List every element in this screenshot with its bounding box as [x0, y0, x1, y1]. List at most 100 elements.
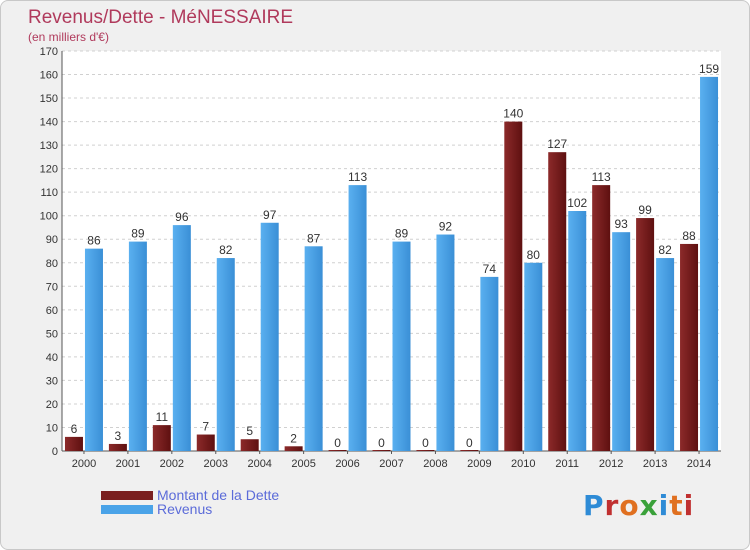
revenue-bar — [128, 241, 147, 451]
revenue-bar — [304, 246, 323, 451]
y-tick-label: 30 — [46, 375, 58, 387]
debt-bar — [592, 185, 611, 451]
debt-bar — [108, 443, 127, 451]
debt-bar — [416, 450, 435, 451]
y-tick-label: 120 — [40, 164, 58, 176]
revenue-value-label: 93 — [614, 217, 628, 231]
revenue-value-label: 87 — [307, 231, 321, 245]
revenue-bar — [656, 258, 675, 451]
y-tick-label: 70 — [46, 281, 58, 293]
debt-bar — [240, 439, 259, 451]
x-tick-label: 2011 — [555, 458, 579, 470]
revenue-value-label: 80 — [527, 248, 541, 262]
legend-label: Montant de la Dette — [157, 487, 279, 503]
revenue-bar — [172, 225, 191, 451]
x-tick-label: 2012 — [599, 458, 623, 470]
revenue-bar — [392, 241, 411, 451]
y-tick-label: 150 — [40, 93, 58, 105]
revenue-value-label: 86 — [87, 234, 101, 248]
y-tick-label: 170 — [40, 46, 58, 58]
y-tick-label: 130 — [40, 140, 58, 152]
revenue-bar — [260, 222, 279, 451]
debt-value-label: 3 — [115, 429, 122, 443]
revenue-value-label: 89 — [395, 227, 409, 241]
debt-value-label: 113 — [592, 170, 611, 184]
revenue-bar — [216, 258, 235, 451]
debt-value-label: 0 — [378, 436, 385, 450]
debt-value-label: 7 — [202, 420, 209, 434]
debt-value-label: 5 — [246, 424, 253, 438]
y-tick-label: 90 — [46, 234, 58, 246]
revenue-value-label: 96 — [175, 210, 189, 224]
revenue-bar — [436, 234, 455, 451]
legend-label: Revenus — [157, 501, 212, 517]
chart-subtitle: (en milliers d'€) — [28, 30, 109, 44]
debt-bar — [548, 152, 567, 452]
x-tick-label: 2005 — [291, 458, 315, 470]
y-tick-label: 110 — [40, 187, 58, 199]
debt-bar — [460, 450, 479, 451]
revenue-bar — [524, 262, 543, 451]
debt-bar — [64, 436, 83, 451]
y-tick-label: 50 — [46, 328, 58, 340]
x-tick-label: 2002 — [160, 458, 184, 470]
debt-value-label: 127 — [547, 137, 567, 151]
revenue-value-label: 97 — [263, 208, 277, 222]
revenue-bar — [348, 185, 367, 451]
revenue-bar — [84, 248, 103, 451]
debt-value-label: 140 — [503, 107, 523, 121]
y-tick-label: 20 — [46, 399, 58, 411]
y-tick-label: 60 — [46, 305, 58, 317]
chart-title: Revenus/Dette - MéNESSAIRE — [28, 7, 294, 28]
revenue-value-label: 159 — [699, 62, 719, 76]
x-tick-label: 2006 — [335, 458, 359, 470]
revenue-bar — [700, 76, 719, 451]
x-tick-label: 2001 — [116, 458, 140, 470]
y-tick-label: 10 — [46, 422, 58, 434]
debt-bar — [372, 450, 391, 451]
y-tick-label: 40 — [46, 352, 58, 364]
debt-value-label: 2 — [290, 431, 297, 445]
x-tick-label: 2009 — [467, 458, 491, 470]
revenue-value-label: 92 — [439, 220, 453, 234]
x-tick-label: 2004 — [247, 458, 271, 470]
revenue-bar — [480, 276, 499, 451]
y-tick-label: 80 — [46, 258, 58, 270]
revenue-value-label: 74 — [483, 262, 497, 276]
x-tick-label: 2000 — [72, 458, 96, 470]
proxiti-logo: Proxiti — [583, 489, 695, 522]
debt-value-label: 11 — [156, 410, 169, 424]
x-tick-label: 2003 — [204, 458, 228, 470]
revenue-value-label: 113 — [348, 170, 367, 184]
debt-value-label: 6 — [71, 422, 78, 436]
legend-swatch — [101, 505, 153, 514]
debt-value-label: 0 — [334, 436, 341, 450]
debt-bar — [636, 218, 655, 451]
debt-value-label: 99 — [638, 203, 652, 217]
revenue-bar — [612, 232, 631, 451]
y-tick-label: 160 — [40, 70, 58, 82]
revenue-value-label: 82 — [219, 243, 233, 257]
plot-area — [62, 51, 721, 451]
debt-bar — [196, 434, 215, 451]
x-tick-label: 2008 — [423, 458, 447, 470]
debt-bar — [284, 446, 303, 451]
y-tick-label: 140 — [40, 117, 58, 129]
debt-value-label: 0 — [422, 436, 429, 450]
revenue-value-label: 82 — [658, 243, 672, 257]
revenue-value-label: 89 — [131, 227, 145, 241]
x-tick-label: 2007 — [379, 458, 403, 470]
debt-bar — [504, 121, 523, 452]
legend-swatch — [101, 491, 153, 500]
y-tick-label: 100 — [40, 211, 58, 223]
debt-value-label: 0 — [466, 436, 473, 450]
debt-bar — [680, 243, 699, 451]
debt-value-label: 88 — [682, 229, 696, 243]
x-tick-label: 2013 — [643, 458, 667, 470]
x-tick-label: 2014 — [687, 458, 711, 470]
y-tick-label: 0 — [52, 446, 58, 458]
debt-bar — [328, 450, 347, 451]
x-tick-label: 2010 — [511, 458, 535, 470]
